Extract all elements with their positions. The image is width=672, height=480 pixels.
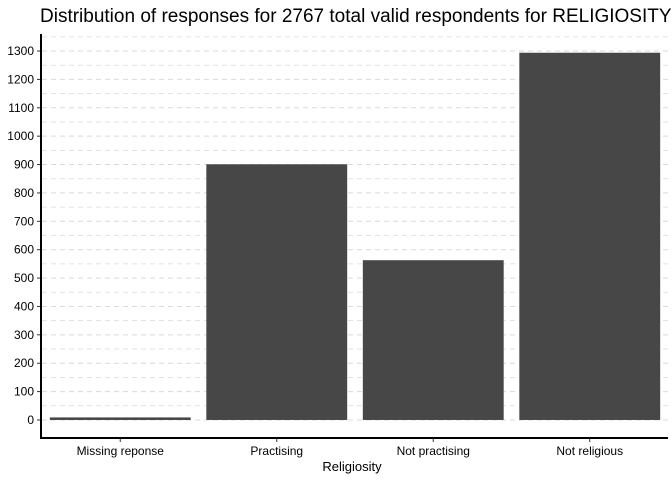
y-tick-label: 700 xyxy=(14,214,34,228)
x-tick-label: Not religious xyxy=(556,444,623,458)
bar-practising xyxy=(206,164,348,420)
y-tick-label: 1000 xyxy=(7,129,34,143)
x-tick-label: Missing reponse xyxy=(77,444,165,458)
y-tick-label: 600 xyxy=(14,243,34,257)
x-tick-labels: Missing reponse Practising Not practising N… xyxy=(77,444,624,458)
y-tick-label: 1100 xyxy=(8,101,34,115)
y-tick-label: 900 xyxy=(14,158,34,172)
y-tick-label: 400 xyxy=(14,299,34,313)
bar-not-religious xyxy=(519,52,661,420)
chart-title: Distribution of responses for 2767 total… xyxy=(40,6,672,27)
y-tick-label: 1200 xyxy=(7,72,34,86)
bars xyxy=(49,52,661,420)
x-tick-label: Not practising xyxy=(397,444,470,458)
y-tick-label: 300 xyxy=(14,328,34,342)
y-tick-label: 0 xyxy=(27,413,34,427)
y-tick-labels: 0 100 200 300 400 500 600 700 800 900 1000 1100 1200… xyxy=(7,44,34,427)
bar-missing-reponse xyxy=(49,417,191,420)
y-tick-label: 1300 xyxy=(7,44,34,58)
y-tick-label: 800 xyxy=(14,186,34,200)
y-tick-label: 500 xyxy=(14,271,34,285)
y-tick-label: 100 xyxy=(14,385,34,399)
x-tick-label: Practising xyxy=(250,444,303,458)
bar-not-practising xyxy=(362,260,504,420)
axes xyxy=(40,34,668,439)
x-axis-title: Religiosity xyxy=(322,459,382,474)
y-tick-label: 200 xyxy=(14,356,34,370)
